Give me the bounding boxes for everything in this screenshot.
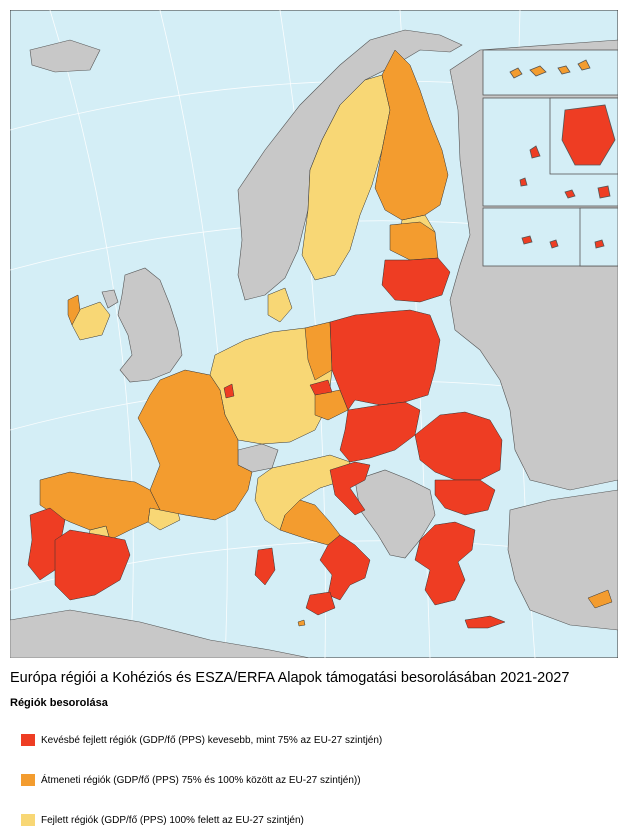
northern-ireland <box>101 289 119 309</box>
germany-east <box>304 321 333 381</box>
outermost-regions-insets <box>482 49 618 267</box>
turkey <box>507 489 618 631</box>
czech-east <box>309 379 333 396</box>
inset-canary-islands <box>482 49 618 96</box>
poland <box>329 309 441 411</box>
croatia <box>329 461 371 516</box>
wallonia-hainaut <box>223 383 235 399</box>
legend-swatch-orange <box>21 774 35 786</box>
slovakia-hungary <box>339 401 421 463</box>
ireland <box>67 294 81 326</box>
south-italy <box>319 534 371 601</box>
legend-item-less-developed: Kevésbé fejlett régiók (GDP/fő (PPS) kev… <box>21 733 382 747</box>
legend-label: Fejlett régiók (GDP/fő (PPS) 100% felett… <box>41 814 304 826</box>
legend-item-developed: Fejlett régiók (GDP/fő (PPS) 100% felett… <box>21 813 304 827</box>
sicily <box>305 591 336 616</box>
less-developed-regions <box>27 257 506 629</box>
legend-swatch-yellow <box>21 814 35 826</box>
bulgaria <box>434 479 496 516</box>
crete <box>464 615 506 629</box>
malta <box>297 619 306 627</box>
france <box>137 369 253 521</box>
czech-west <box>314 389 349 421</box>
lithuania <box>381 257 451 303</box>
europe-map <box>10 10 618 658</box>
transition-regions <box>39 49 613 627</box>
map-frame <box>10 10 618 658</box>
legend-title: Régiók besorolása <box>10 697 108 709</box>
denmark <box>267 287 293 323</box>
north-africa <box>10 609 311 658</box>
finland <box>374 49 449 221</box>
legend-swatch-red <box>21 734 35 746</box>
legend-label: Átmeneti régiók (GDP/fő (PPS) 75% és 100… <box>41 774 361 786</box>
legend-label: Kevésbé fejlett régiók (GDP/fő (PPS) kev… <box>41 734 383 746</box>
iceland <box>29 39 101 73</box>
legend-item-transition: Átmeneti régiók (GDP/fő (PPS) 75% és 100… <box>21 773 361 787</box>
great-britain <box>117 267 183 383</box>
sardinia <box>254 547 276 586</box>
spain-south <box>54 529 131 601</box>
italy-centre <box>279 499 341 546</box>
romania <box>414 411 503 481</box>
cyprus <box>587 589 613 609</box>
sweden <box>301 74 391 281</box>
developed-regions <box>71 74 436 547</box>
map-caption: Európa régiói a Kohéziós és ESZA/ERFA Al… <box>10 670 570 686</box>
greece <box>414 521 476 606</box>
